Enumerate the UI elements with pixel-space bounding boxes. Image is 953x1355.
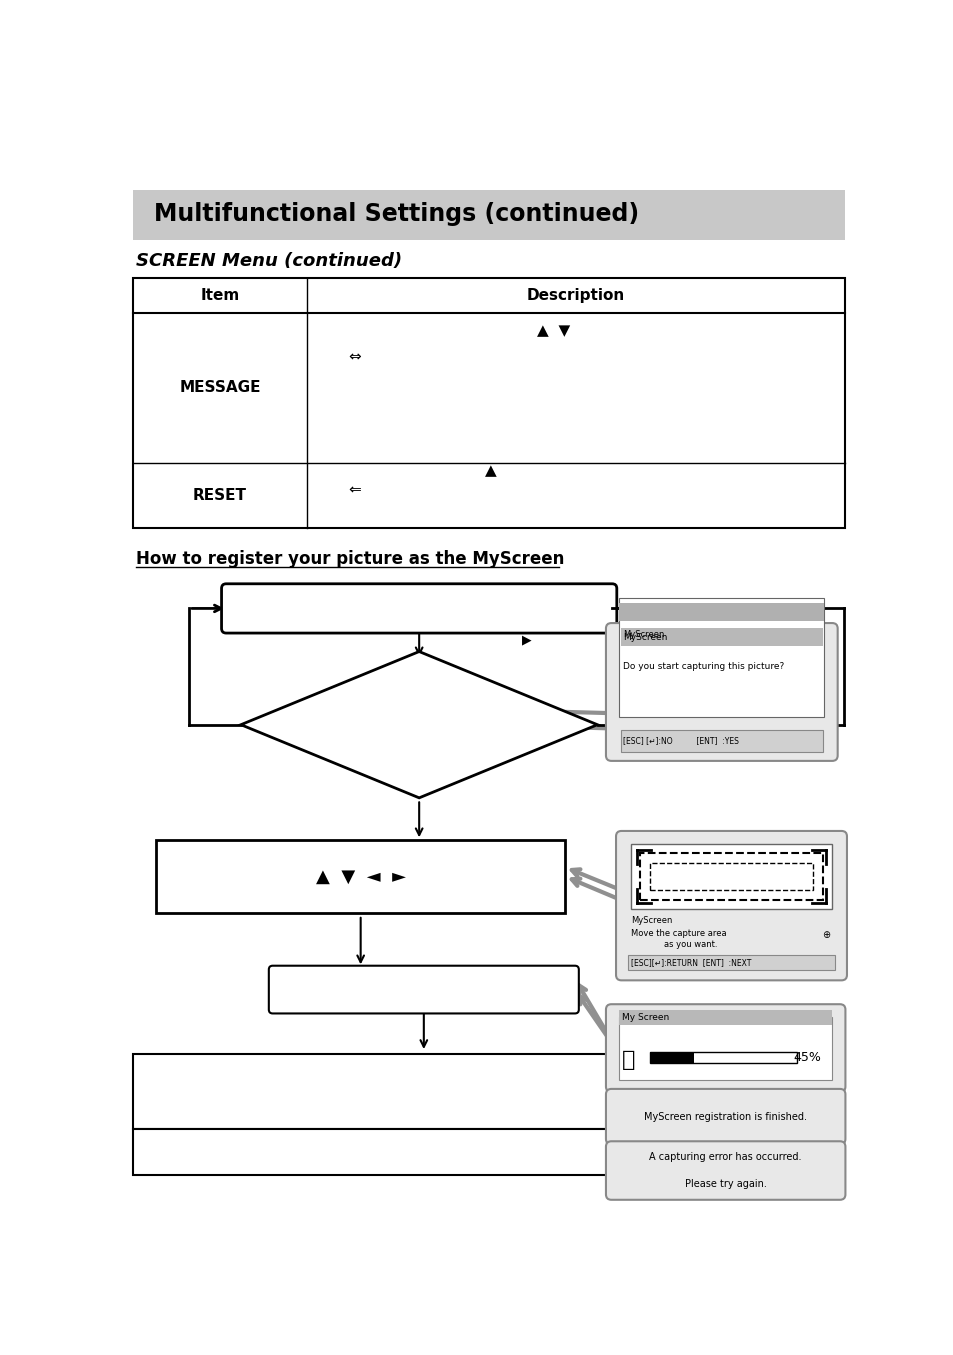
Text: Item: Item: [200, 287, 239, 302]
FancyBboxPatch shape: [605, 1004, 844, 1092]
Text: ⇐: ⇐: [348, 482, 360, 497]
Text: Description: Description: [526, 287, 624, 302]
Text: MyScreen registration is finished.: MyScreen registration is finished.: [643, 1111, 806, 1122]
Text: MESSAGE: MESSAGE: [179, 379, 260, 394]
Bar: [618, 1018, 831, 1080]
FancyBboxPatch shape: [605, 623, 837, 762]
Bar: [649, 1051, 694, 1062]
Text: My Screen: My Screen: [621, 1012, 669, 1022]
Bar: [627, 955, 835, 970]
Bar: [133, 278, 843, 528]
Bar: [133, 1129, 675, 1175]
Text: Multifunctional Settings (continued): Multifunctional Settings (continued): [154, 202, 639, 226]
Text: ▲  ▼: ▲ ▼: [536, 322, 569, 337]
FancyBboxPatch shape: [269, 966, 578, 1014]
Text: How to register your picture as the MyScreen: How to register your picture as the MySc…: [136, 550, 564, 568]
Text: 45%: 45%: [793, 1051, 821, 1064]
Bar: [133, 1054, 675, 1129]
Text: ▲  ▼  ◄  ►: ▲ ▼ ◄ ►: [315, 867, 405, 886]
Text: MyScreen: MyScreen: [622, 630, 663, 638]
Bar: [618, 598, 823, 717]
Text: MyScreen: MyScreen: [630, 916, 672, 924]
Text: ⌛: ⌛: [621, 1050, 635, 1069]
FancyBboxPatch shape: [605, 1089, 844, 1145]
Polygon shape: [241, 652, 597, 798]
Text: A capturing error has occurred.: A capturing error has occurred.: [649, 1152, 801, 1161]
Bar: [649, 1051, 797, 1062]
Text: MyScreen: MyScreen: [622, 633, 667, 642]
Bar: [618, 603, 823, 621]
Text: SCREEN Menu (continued): SCREEN Menu (continued): [136, 252, 402, 270]
Text: ▶: ▶: [521, 634, 532, 646]
Bar: [618, 1009, 831, 1024]
Text: [ESC][↵]:RETURN  [ENT]  :NEXT: [ESC][↵]:RETURN [ENT] :NEXT: [630, 958, 750, 967]
Text: ⇔: ⇔: [348, 350, 360, 364]
Bar: [620, 629, 822, 646]
Text: as you want.: as you want.: [663, 940, 717, 950]
Bar: [630, 844, 831, 909]
Bar: [620, 730, 822, 752]
FancyBboxPatch shape: [616, 831, 846, 980]
Text: ⊕: ⊕: [821, 930, 829, 940]
Bar: [639, 854, 822, 900]
FancyBboxPatch shape: [605, 1141, 844, 1199]
Bar: [649, 863, 812, 890]
Text: RESET: RESET: [193, 488, 247, 503]
Text: Do you start capturing this picture?: Do you start capturing this picture?: [622, 663, 783, 672]
Bar: [156, 840, 564, 913]
Bar: [133, 190, 843, 240]
Text: Move the capture area: Move the capture area: [630, 928, 725, 938]
Text: [ESC] [↵]:NO          [ENT]  :YES: [ESC] [↵]:NO [ENT] :YES: [622, 736, 739, 745]
FancyBboxPatch shape: [221, 584, 617, 633]
Text: ▲: ▲: [485, 463, 497, 478]
Text: Please try again.: Please try again.: [684, 1179, 766, 1190]
